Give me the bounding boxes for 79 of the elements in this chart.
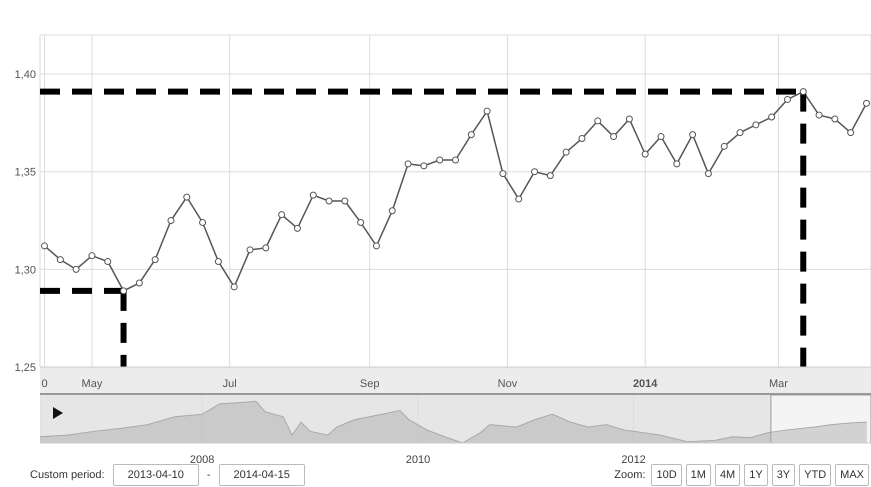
x-tick-label: 2012 bbox=[621, 454, 646, 466]
point bbox=[736, 129, 744, 136]
point bbox=[152, 256, 159, 264]
zoom-button: 3Y bbox=[772, 464, 796, 486]
point bbox=[642, 150, 649, 158]
date-field: 2013-04-10 bbox=[112, 464, 199, 486]
point bbox=[673, 160, 680, 168]
point bbox=[578, 135, 586, 142]
x-tick-label: 0 bbox=[41, 378, 48, 390]
point bbox=[484, 108, 491, 115]
x-tick-label: Nov bbox=[498, 378, 518, 390]
point bbox=[847, 129, 854, 136]
point bbox=[531, 168, 538, 176]
x-tick-label: May bbox=[82, 378, 103, 390]
point bbox=[468, 131, 475, 138]
text: Custom period: bbox=[30, 469, 105, 481]
y-tick-label: 1,25 bbox=[14, 362, 36, 374]
x-tick-label: Mar bbox=[768, 378, 788, 390]
point bbox=[41, 242, 48, 250]
point bbox=[183, 194, 190, 201]
point bbox=[372, 242, 380, 250]
point bbox=[499, 170, 506, 178]
point bbox=[404, 160, 412, 168]
point bbox=[136, 280, 143, 287]
point bbox=[214, 258, 222, 266]
point bbox=[199, 218, 206, 226]
point bbox=[262, 244, 270, 252]
zoom-button: MAX bbox=[835, 464, 869, 486]
point bbox=[784, 96, 791, 103]
y-tick-label: 1,35 bbox=[14, 166, 36, 179]
point bbox=[720, 142, 728, 150]
point bbox=[246, 246, 254, 254]
point bbox=[752, 121, 760, 128]
point bbox=[341, 198, 348, 204]
y-tick-label: 1,40 bbox=[14, 69, 36, 82]
zoom-button: YTD bbox=[799, 464, 832, 486]
point bbox=[56, 256, 64, 264]
date-field: 2014-04-15 bbox=[218, 464, 305, 486]
point bbox=[104, 258, 112, 266]
point bbox=[310, 192, 317, 199]
point bbox=[88, 252, 96, 260]
x-tick-label: 2014 bbox=[632, 378, 658, 390]
text: - bbox=[206, 469, 211, 481]
point bbox=[72, 266, 80, 273]
point bbox=[562, 148, 570, 156]
point bbox=[388, 207, 396, 214]
zoom-button: 1M bbox=[686, 464, 711, 486]
point bbox=[120, 287, 128, 294]
point bbox=[294, 224, 301, 232]
x-tick-label: 2010 bbox=[406, 454, 430, 466]
point bbox=[768, 114, 776, 121]
point bbox=[420, 162, 428, 170]
point bbox=[515, 196, 522, 203]
point bbox=[610, 133, 618, 140]
zoom-button: 1Y bbox=[744, 464, 768, 486]
point bbox=[831, 115, 838, 122]
point bbox=[326, 198, 333, 204]
point bbox=[626, 115, 633, 122]
point bbox=[594, 117, 602, 124]
point bbox=[452, 156, 459, 164]
point bbox=[816, 112, 823, 119]
text: Zoom: bbox=[614, 469, 646, 481]
point bbox=[357, 218, 364, 226]
point bbox=[689, 131, 696, 138]
x-tick-label: 2008 bbox=[190, 454, 214, 466]
zoom-button: 4M bbox=[714, 464, 740, 486]
point bbox=[657, 133, 664, 140]
point bbox=[167, 217, 174, 224]
point bbox=[800, 88, 807, 96]
x-tick-label: Sep bbox=[360, 378, 380, 390]
point bbox=[278, 211, 286, 218]
point bbox=[230, 283, 238, 290]
zoom-button: 10D bbox=[651, 464, 682, 486]
y-tick-label: 1,30 bbox=[14, 264, 36, 276]
x-tick-label: Jul bbox=[222, 378, 237, 390]
point bbox=[862, 100, 870, 107]
point bbox=[546, 172, 554, 180]
point bbox=[436, 156, 444, 164]
point bbox=[704, 170, 712, 178]
